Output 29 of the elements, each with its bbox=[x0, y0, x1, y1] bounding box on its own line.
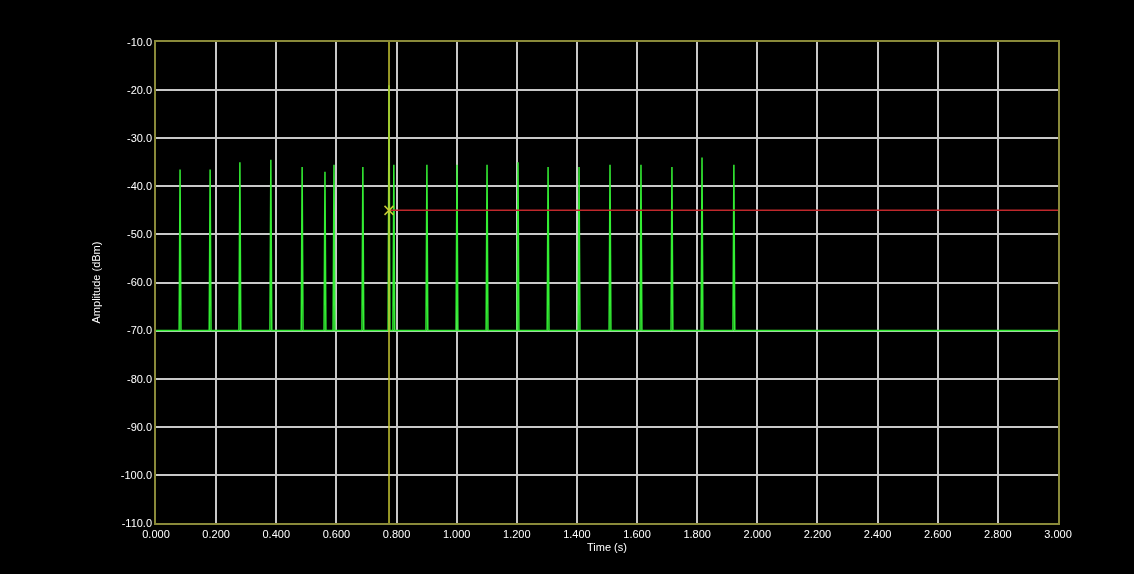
y-tick-label: -60.0 bbox=[126, 276, 153, 289]
x-tick-label: 0.600 bbox=[322, 527, 351, 540]
y-tick-label: -10.0 bbox=[126, 35, 153, 48]
y-tick-label: -20.0 bbox=[126, 83, 153, 96]
y-tick-label: -30.0 bbox=[126, 132, 153, 145]
x-tick-label: 1.400 bbox=[563, 527, 591, 540]
x-tick-label: 0.400 bbox=[262, 527, 291, 540]
y-tick-label: -110.0 bbox=[121, 516, 153, 529]
y-tick-label: -70.0 bbox=[126, 324, 153, 337]
x-tick-label: 1.000 bbox=[442, 527, 471, 540]
x-tick-label: 0.000 bbox=[142, 527, 170, 540]
y-tick-label: -40.0 bbox=[126, 180, 153, 193]
x-tick-label: 1.200 bbox=[503, 527, 531, 540]
y-axis-title: Amplitude (dBm) bbox=[90, 241, 102, 324]
x-tick-label: 1.600 bbox=[623, 527, 651, 540]
y-tick-label: -80.0 bbox=[126, 372, 153, 385]
x-axis-title: Time (s) bbox=[587, 540, 627, 553]
y-tick-label: -50.0 bbox=[126, 228, 153, 241]
y-tick-label: -100.0 bbox=[120, 468, 153, 481]
x-tick-label: 2.000 bbox=[743, 527, 772, 540]
x-tick-label: 3.000 bbox=[1044, 527, 1072, 540]
x-tick-label: 0.200 bbox=[202, 527, 230, 540]
x-tick-label: 2.400 bbox=[863, 527, 892, 540]
x-tick-label: 1.800 bbox=[683, 527, 711, 540]
x-tick-label: 2.200 bbox=[803, 527, 832, 540]
x-tick-label: 0.800 bbox=[382, 527, 411, 540]
y-tick-label: -90.0 bbox=[126, 420, 153, 433]
x-tick-label: 2.600 bbox=[923, 527, 952, 540]
x-tick-label: 2.800 bbox=[984, 527, 1012, 540]
